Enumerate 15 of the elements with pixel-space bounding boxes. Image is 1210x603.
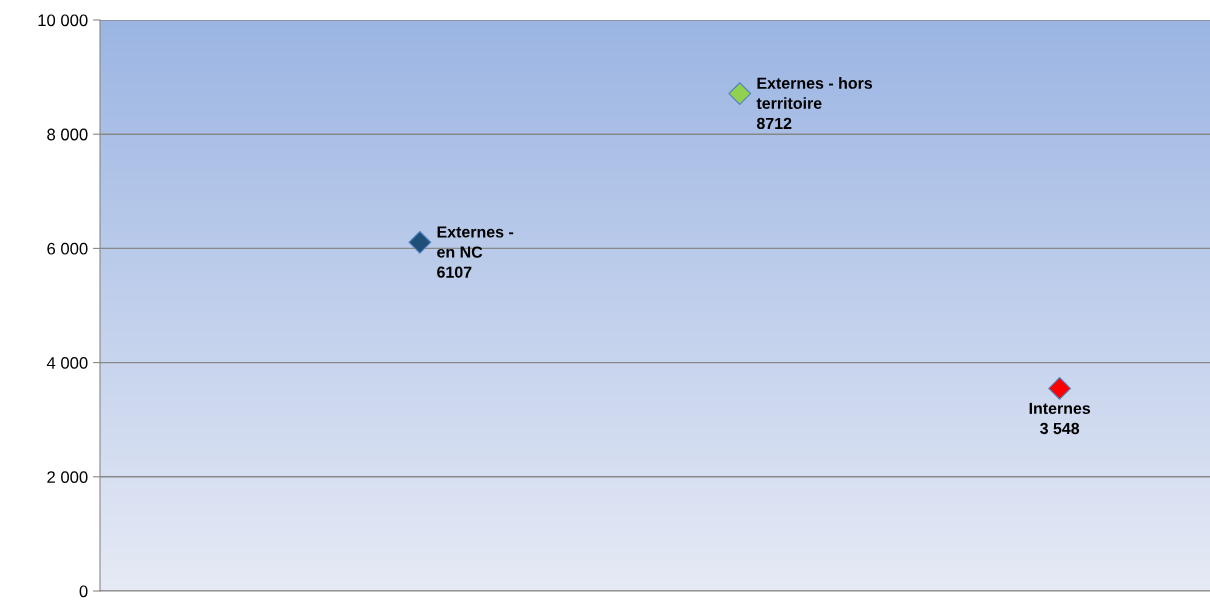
y-tick-label: 6 000 [47,242,88,255]
point [728,82,752,105]
y-tick-label: 4 000 [46,357,88,369]
data-label: 3 548 [1040,422,1080,435]
data-label: 8712 [756,117,792,130]
series-label: Externes - en NC [437,226,514,258]
point [408,230,432,254]
y-tick-label: 10 000 [38,14,88,27]
y-tick-label: 2 000 [47,471,88,483]
y-tick-label: 0 [79,585,88,598]
data-label: 6107 [437,266,472,278]
series-label: Externes - hors territoire [756,77,873,109]
point [1048,377,1072,400]
y-tick-label: 8 000 [47,128,88,141]
series-label: Internes [1029,402,1091,415]
